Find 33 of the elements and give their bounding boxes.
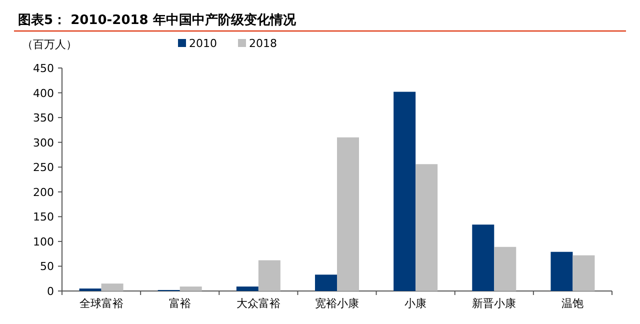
y-tick-label: 100 (33, 235, 54, 248)
bar (472, 224, 494, 291)
bar (258, 260, 280, 291)
y-tick-label: 0 (47, 285, 54, 298)
x-tick-label: 新晋小康 (472, 297, 516, 310)
y-axis-title: （百万人） (22, 38, 77, 51)
legend-label: 2018 (249, 37, 277, 50)
x-tick-label: 小康 (404, 297, 427, 310)
x-tick-label: 大众富裕 (236, 297, 280, 310)
y-tick-label: 50 (40, 260, 54, 274)
x-tick-label: 宽裕小康 (315, 297, 359, 310)
bar (315, 274, 337, 291)
y-tick-label: 450 (33, 62, 54, 75)
x-tick-label: 富裕 (168, 297, 191, 310)
chart-title: 图表5： 2010-2018 年中国中产阶级变化情况 (18, 12, 297, 28)
bar (180, 286, 202, 291)
bar (101, 284, 124, 291)
bar (494, 246, 516, 291)
x-tick-label: 温饱 (562, 298, 584, 310)
bar (337, 137, 359, 291)
x-tick-label: 全球富裕 (79, 297, 124, 310)
bar (572, 255, 595, 291)
bar (416, 164, 438, 291)
y-tick-label: 350 (33, 112, 54, 125)
bar (394, 92, 416, 291)
bar (236, 286, 258, 291)
y-tick-label: 250 (33, 161, 54, 174)
y-tick-label: 200 (33, 186, 54, 199)
bar (550, 252, 573, 291)
y-tick-label: 400 (33, 86, 54, 100)
y-tick-label: 150 (33, 210, 54, 224)
legend-label: 2010 (189, 37, 217, 50)
y-tick-label: 300 (33, 136, 54, 150)
